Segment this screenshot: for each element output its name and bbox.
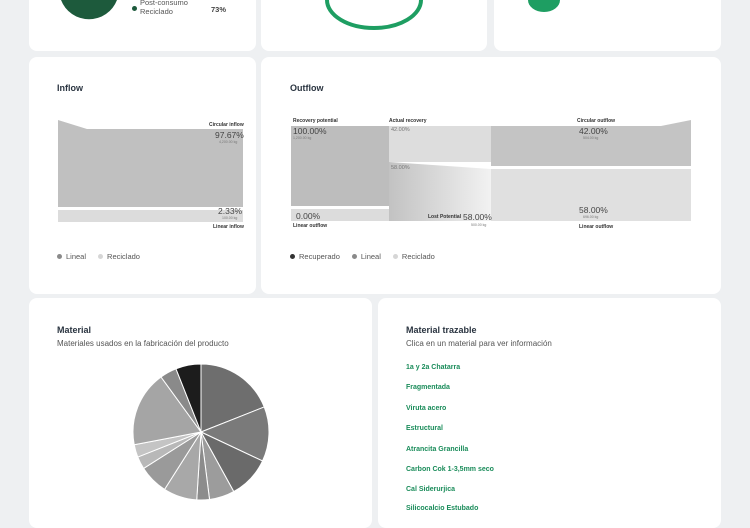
actual-recovery-pct2: 58.00%: [391, 165, 410, 171]
lost-potential-pct: 58.00%: [463, 212, 492, 222]
circular-outflow-pct: 42.00%: [579, 126, 608, 136]
outflow-legend: Recuperado Lineal Reciclado: [290, 252, 435, 261]
material-link[interactable]: Atrancita Grancilla: [406, 446, 469, 453]
material-subtitle: Materiales usados en la fabricación del …: [57, 339, 229, 348]
top-donut-partial: [61, 0, 117, 20]
legend-label: Recuperado: [299, 252, 340, 261]
lost-potential-label: Lost Potential: [428, 214, 462, 220]
inflow-card: Inflow Circular inflow 97.67% 4,200.00 k…: [29, 57, 256, 294]
linear-outflow-left-label: Linear outflow: [293, 223, 328, 229]
pie-slice[interactable]: [200, 363, 265, 433]
legend-dot: [392, 254, 398, 259]
inflow-title: Inflow: [57, 83, 83, 93]
linear-outflow-right-label: Linear outflow: [579, 224, 614, 230]
pie-slice[interactable]: [132, 376, 202, 446]
inflow-legend: Lineal Reciclado: [57, 252, 140, 261]
recovery-potential-pct: 100.00%: [293, 126, 327, 136]
material-title: Material: [57, 325, 92, 335]
legend-label: Reciclado: [107, 252, 140, 261]
legend-item-reciclado[interactable]: Reciclado: [392, 252, 435, 261]
top-disc-partial: [528, 0, 560, 12]
recovery-potential-label: Recovery potential: [293, 118, 338, 124]
actual-recovery-label: Actual recovery: [389, 118, 427, 124]
top-left-card: Post-consumo Reciclado 73%: [29, 0, 256, 51]
material-pie-chart: [132, 363, 270, 501]
pie-slice[interactable]: [199, 406, 270, 462]
legend-item-recuperado[interactable]: Recuperado: [290, 252, 340, 261]
circular-outflow-arrow: [661, 120, 691, 166]
linear-inflow-pct: 2.33%: [218, 206, 243, 216]
material-trazable-card: [378, 298, 721, 528]
circular-outflow-kg: 504.00 kg: [583, 136, 599, 140]
linear-inflow-label: Linear inflow: [213, 224, 244, 230]
ring-arc: [325, 0, 423, 30]
inflow-sankey: [58, 120, 243, 222]
donut-segment: [61, 0, 117, 20]
legend-dot: [132, 6, 137, 11]
legend-dot: [98, 254, 104, 259]
linear-inflow-band: [58, 210, 243, 222]
pie-slice[interactable]: [175, 363, 202, 433]
linear-outflow-left-pct: 0.00%: [296, 211, 321, 221]
circular-inflow-kg: 4,200.00 kg: [219, 140, 238, 144]
disc-segment: [528, 0, 560, 12]
lost-potential-kg: 500.00 kg: [471, 223, 487, 227]
legend-item-lineal[interactable]: Lineal: [351, 252, 381, 261]
top-ring-partial: [325, 0, 423, 30]
outflow-title: Outflow: [290, 83, 324, 93]
legend-label: Reciclado: [401, 252, 435, 261]
legend-dot: [290, 254, 295, 259]
circular-inflow-pct: 97.67%: [215, 130, 244, 140]
legend-label: Lineal: [66, 252, 87, 261]
material-link[interactable]: Silicocalcio Estubado: [406, 505, 479, 512]
actual-recovery-top-band: [389, 126, 491, 162]
material-card: Material Materiales usados en la fabrica…: [29, 298, 372, 528]
linear-outflow-right-kg: 696.00 kg: [583, 215, 599, 219]
linear-inflow-kg: 100.00 kg: [222, 216, 238, 220]
legend-item-lineal[interactable]: Lineal: [57, 252, 86, 261]
linear-outflow-right-pct: 58.00%: [579, 205, 608, 215]
material-link[interactable]: Fragmentada: [406, 384, 450, 391]
circular-outflow-band-a: [491, 126, 661, 166]
material-link[interactable]: Carbon Cok 1-3,5mm seco: [406, 466, 494, 473]
actual-recovery-pct: 42.00%: [391, 127, 410, 133]
top-middle-card: [261, 0, 487, 51]
circular-inflow-band: [58, 120, 243, 207]
linear-outflow-band: [491, 169, 691, 221]
legend-value: 73%: [211, 5, 227, 14]
legend-label: Post-consumo Reciclado: [140, 0, 188, 16]
recovery-potential-band: [291, 126, 389, 206]
material-link[interactable]: Estructural: [406, 425, 443, 432]
recovery-potential-kg: 1,200.00 kg: [293, 136, 312, 140]
top-right-card: [494, 0, 721, 51]
circular-inflow-label: Circular inflow: [209, 122, 244, 128]
legend-dot: [351, 254, 357, 259]
linear-outflow-small-band: [291, 209, 389, 221]
actual-recovery-lower-band: [389, 162, 491, 221]
circular-outflow-label: Circular outflow: [577, 118, 616, 124]
outflow-card: Outflow Recovery potential 100.00% 1,200…: [261, 57, 721, 294]
material-link[interactable]: 1a y 2a Chatarra: [406, 364, 461, 371]
material-link[interactable]: Viruta acero: [406, 405, 447, 412]
material-link[interactable]: Cal Siderurjica: [406, 486, 456, 493]
outflow-sankey: [291, 120, 691, 221]
trazable-subtitle: Clica en un material para ver informació…: [406, 339, 552, 348]
legend-dot: [57, 254, 62, 259]
legend-item-reciclado[interactable]: Reciclado: [98, 252, 140, 261]
legend-label: Lineal: [360, 252, 381, 261]
trazable-title: Material trazable: [406, 325, 477, 335]
